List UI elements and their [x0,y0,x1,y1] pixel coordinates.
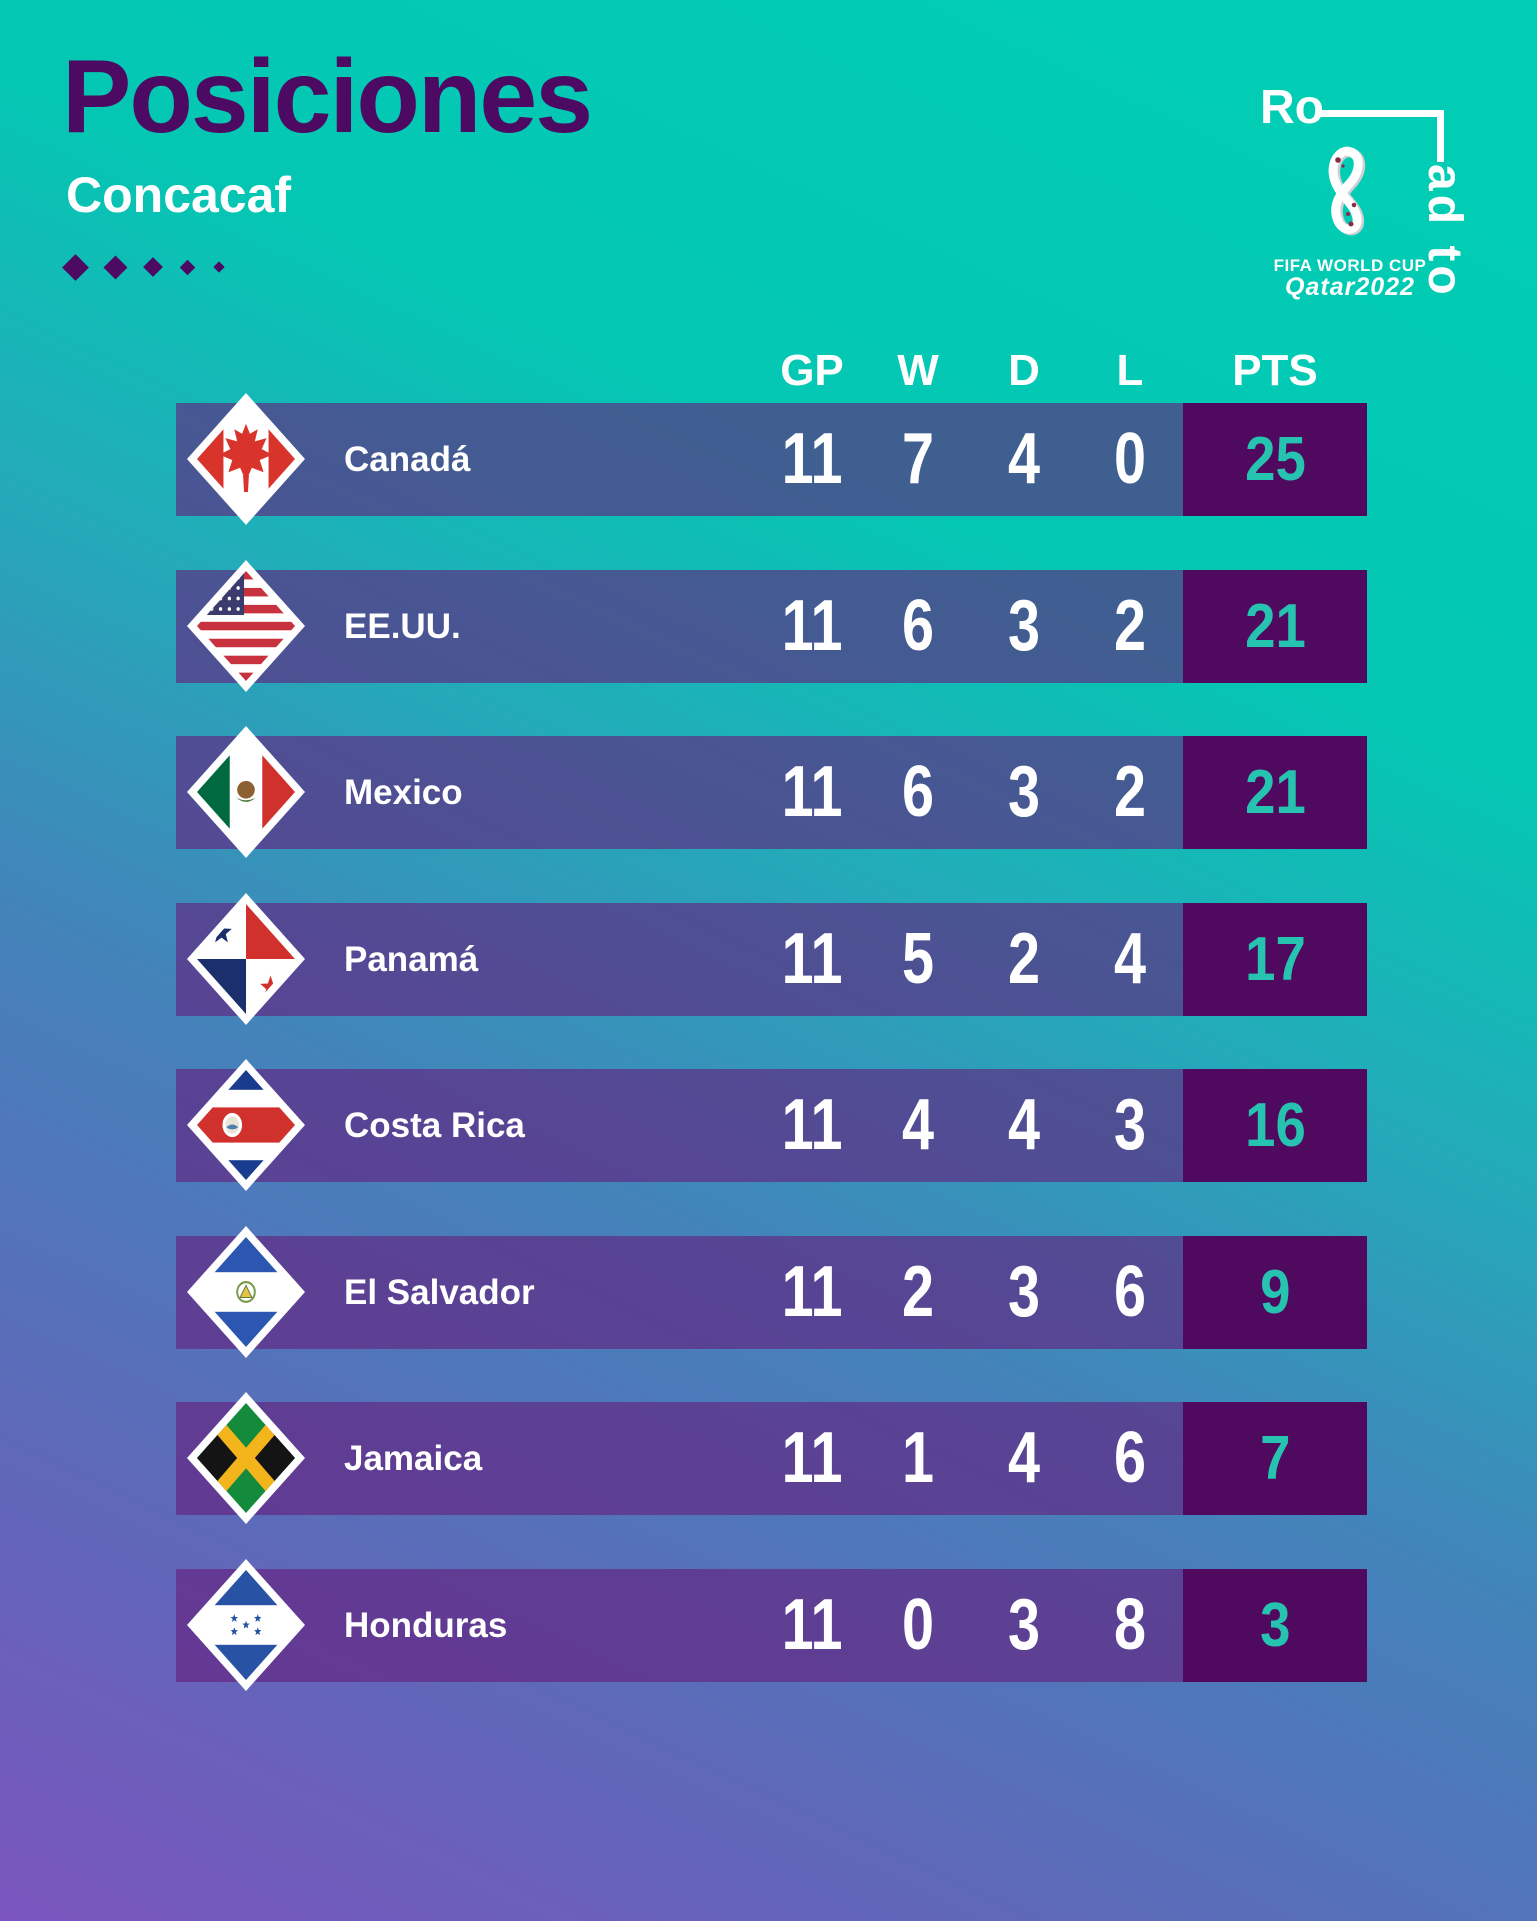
stat-wins: 6 [901,586,935,666]
stat-losses: 4 [1113,919,1147,999]
points-value: 17 [1244,925,1306,994]
points-value: 3 [1259,1591,1291,1660]
road-to-text-adto: ad to [1418,164,1471,299]
stat-wins: 5 [901,919,935,999]
stat-games-played: 11 [781,752,843,832]
stat-losses: 0 [1113,419,1147,499]
table-row: Mexico 11 6 3 2 21 [176,726,1367,858]
points-value: 25 [1244,425,1306,494]
table-row: Jamaica 11 1 4 6 7 [176,1392,1367,1524]
team-stats: 11 7 4 0 [759,403,1183,516]
table-row: El Salvador 11 2 3 6 9 [176,1226,1367,1358]
stat-losses: 6 [1113,1418,1147,1498]
column-header-w: W [897,346,939,395]
road-to-qatar-logo: Ro ad to FIFA WORLD CUP Qatar2022 [1254,80,1504,325]
qatar-2022-emblem-icon [1328,146,1366,236]
stat-wins: 6 [901,752,935,832]
page-title: Posiciones [62,39,593,155]
stat-wins: 7 [901,419,935,499]
stat-losses: 2 [1113,586,1147,666]
stat-wins: 4 [901,1085,935,1165]
points-box: 21 [1183,736,1367,849]
points-box: 21 [1183,570,1367,683]
team-stats: 11 6 3 2 [759,736,1183,849]
team-name: Costa Rica [344,1106,525,1145]
stat-losses: 8 [1113,1585,1147,1665]
stat-wins: 1 [901,1418,935,1498]
team-name: Canadá [344,440,471,479]
stat-draws: 3 [1007,1252,1041,1332]
stat-losses: 3 [1113,1085,1147,1165]
stat-draws: 3 [1007,752,1041,832]
logo-connector-line-horizontal [1321,110,1444,117]
points-value: 9 [1259,1258,1291,1327]
page-subtitle: Concacaf [66,167,292,223]
points-box: 25 [1183,403,1367,516]
points-box: 3 [1183,1569,1367,1682]
stat-games-played: 11 [781,1585,843,1665]
logo-connector-line-vertical [1437,110,1444,162]
stat-games-played: 11 [781,919,843,999]
table-column-headers: GP W D L [759,345,1183,397]
stat-draws: 4 [1007,419,1041,499]
points-value: 21 [1244,758,1306,827]
team-flag-icon-usa [187,560,305,692]
team-name: Mexico [344,773,463,812]
column-header-l: L [1116,346,1144,395]
team-flag-icon-costa-rica [187,1059,305,1191]
fifa-world-cup-text: FIFA WORLD CUP [1273,256,1427,275]
stat-games-played: 11 [781,1418,843,1498]
team-stats: 11 5 2 4 [759,903,1183,1016]
stat-games-played: 11 [781,419,843,499]
points-box: 9 [1183,1236,1367,1349]
team-name: Panamá [344,940,479,979]
stat-losses: 2 [1113,752,1147,832]
stat-wins: 0 [901,1585,935,1665]
points-box: 17 [1183,903,1367,1016]
team-flag-icon-mexico [187,726,305,858]
table-row: Honduras 11 0 3 8 3 [176,1559,1367,1691]
stat-games-played: 11 [781,1085,843,1165]
team-flag-icon-canada [187,393,305,525]
stat-games-played: 11 [781,586,843,666]
points-value: 21 [1244,592,1306,661]
team-name: EE.UU. [344,607,461,646]
points-value: 7 [1259,1424,1291,1493]
points-box: 16 [1183,1069,1367,1182]
team-flag-icon-jamaica [187,1392,305,1524]
table-row: EE.UU. 11 6 3 2 21 [176,560,1367,692]
column-header-gp: GP [780,346,844,395]
points-value: 16 [1244,1091,1306,1160]
stat-losses: 6 [1113,1252,1147,1332]
team-stats: 11 6 3 2 [759,570,1183,683]
team-stats: 11 4 4 3 [759,1069,1183,1182]
column-header-d: D [1008,346,1040,395]
points-box: 7 [1183,1402,1367,1515]
stat-games-played: 11 [781,1252,843,1332]
stat-draws: 4 [1007,1085,1041,1165]
team-stats: 11 1 4 6 [759,1402,1183,1515]
team-flag-icon-el-salvador [187,1226,305,1358]
team-name: El Salvador [344,1273,535,1312]
stat-draws: 4 [1007,1418,1041,1498]
team-name: Honduras [344,1606,508,1645]
team-flag-icon-panama [187,893,305,1025]
stat-draws: 3 [1007,586,1041,666]
road-to-text-ro: Ro [1260,81,1324,134]
team-flag-icon-honduras [187,1559,305,1691]
table-row: Canadá 11 7 4 0 25 [176,393,1367,525]
table-row: Costa Rica 11 4 4 3 16 [176,1059,1367,1191]
team-stats: 11 2 3 6 [759,1236,1183,1349]
team-name: Jamaica [344,1439,483,1478]
stat-draws: 2 [1007,919,1041,999]
stat-wins: 2 [901,1252,935,1332]
table-row: Panamá 11 5 2 4 17 [176,893,1367,1025]
qatar-2022-text: Qatar2022 [1285,273,1415,301]
stat-draws: 3 [1007,1585,1041,1665]
team-stats: 11 0 3 8 [759,1569,1183,1682]
column-header-pts: PTS [1232,346,1318,395]
